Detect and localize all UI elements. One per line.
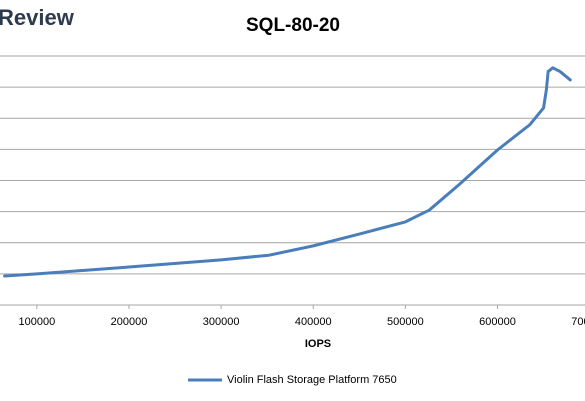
- x-tick-label: 500000: [387, 316, 424, 328]
- legend-label: Violin Flash Storage Platform 7650: [227, 374, 397, 386]
- x-tick-label: 600000: [479, 316, 516, 328]
- x-tick-label: 200000: [111, 316, 148, 328]
- x-tick-label: 100000: [18, 316, 55, 328]
- chart-title: SQL-80-20: [246, 15, 340, 36]
- x-tick-label: 300000: [203, 316, 240, 328]
- x-axis-title: IOPS: [305, 338, 331, 350]
- x-tick-label: 700000: [571, 316, 585, 328]
- x-tick-label: 400000: [295, 316, 332, 328]
- series-line: [3, 66, 572, 278]
- watermark: Review: [0, 5, 75, 30]
